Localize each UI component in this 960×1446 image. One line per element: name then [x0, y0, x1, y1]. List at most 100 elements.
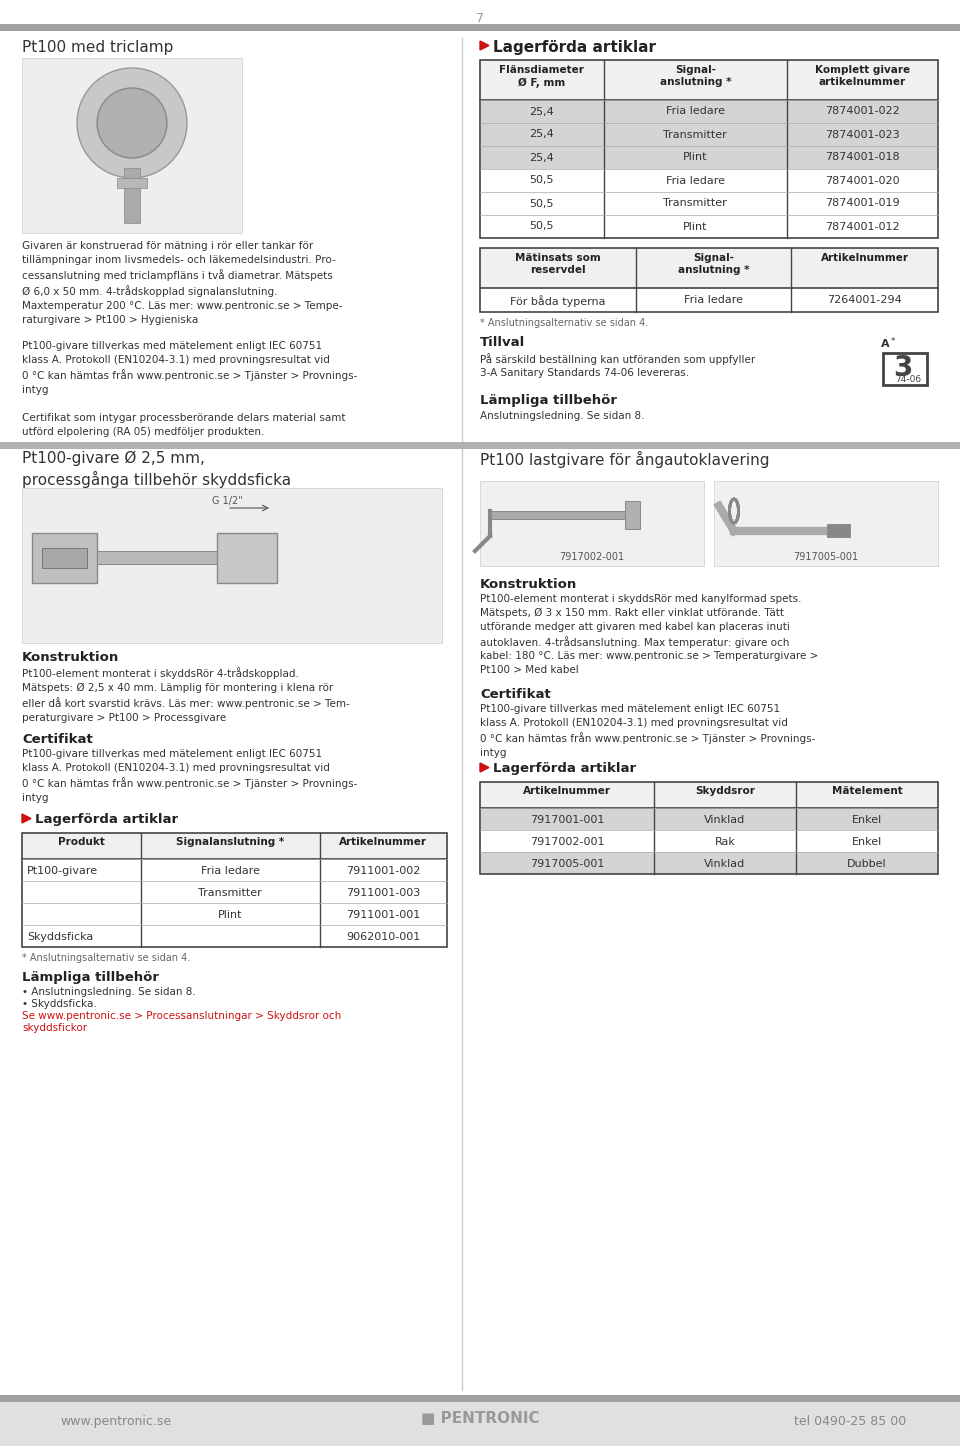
Text: Tillval: Tillval — [480, 335, 525, 348]
Text: Plint: Plint — [683, 221, 708, 231]
Text: Fria ledare: Fria ledare — [201, 866, 260, 876]
Bar — [480, 249, 938, 312]
Bar — [117, 178, 147, 188]
Text: Pt100-givare Ø 2,5 mm,
processgånga tillbehör skyddsficka: Pt100-givare Ø 2,5 mm, processgånga till… — [22, 451, 291, 487]
Text: Artikelnummer: Artikelnummer — [339, 837, 427, 847]
Bar — [22, 487, 442, 643]
Text: Mätelement: Mätelement — [831, 787, 902, 795]
Text: Pt100-givare tillverkas med mätelement enligt IEC 60751
klass A. Protokoll (EN10: Pt100-givare tillverkas med mätelement e… — [22, 749, 357, 803]
Text: 7874001-022: 7874001-022 — [825, 107, 900, 117]
Bar — [481, 808, 937, 830]
Bar — [97, 551, 227, 564]
Text: 50,5: 50,5 — [530, 221, 554, 231]
Bar — [42, 548, 87, 568]
Text: Signal-
anslutning *: Signal- anslutning * — [660, 65, 731, 87]
Text: Lagerförda artiklar: Lagerförda artiklar — [493, 762, 636, 775]
Text: Transmitter: Transmitter — [663, 198, 727, 208]
Text: Komplett givare
artikelnummer: Komplett givare artikelnummer — [815, 65, 910, 87]
Text: G 1/2": G 1/2" — [212, 496, 243, 506]
Bar — [32, 534, 97, 583]
Text: Pt100 med triclamp: Pt100 med triclamp — [22, 40, 174, 55]
Text: Transmitter: Transmitter — [663, 130, 727, 139]
Text: www.pentronic.se: www.pentronic.se — [60, 1416, 171, 1429]
Text: Transmitter: Transmitter — [199, 888, 262, 898]
Text: 25,4: 25,4 — [530, 107, 554, 117]
Circle shape — [97, 88, 167, 158]
Text: Vinklad: Vinklad — [705, 816, 746, 826]
Bar — [0, 1403, 960, 1446]
Bar — [217, 534, 277, 583]
Text: 7874001-018: 7874001-018 — [825, 152, 900, 162]
Bar — [481, 123, 937, 146]
Text: Plint: Plint — [218, 910, 243, 920]
Text: Pt100 lastgivare för ångautoklavering: Pt100 lastgivare för ångautoklavering — [480, 451, 770, 469]
Text: 9062010-001: 9062010-001 — [347, 933, 420, 941]
Bar — [400, 1407, 560, 1437]
Text: • Skyddsficka.: • Skyddsficka. — [22, 999, 97, 1009]
Text: På särskild beställning kan utföranden som uppfyller
3-A Sanitary Standards 74-0: På särskild beställning kan utföranden s… — [480, 353, 756, 377]
Text: Pt100-element monterat i skyddsRör med kanylformad spets.
Mätspets, Ø 3 x 150 mm: Pt100-element monterat i skyddsRör med k… — [480, 594, 818, 675]
Text: Enkel: Enkel — [852, 816, 882, 826]
Bar — [481, 146, 937, 169]
Text: 7874001-023: 7874001-023 — [825, 130, 900, 139]
Text: Artikelnummer: Artikelnummer — [821, 253, 909, 263]
Text: * Anslutningsalternativ se sidan 4.: * Anslutningsalternativ se sidan 4. — [22, 953, 190, 963]
Text: 7911001-003: 7911001-003 — [347, 888, 420, 898]
Text: 7874001-020: 7874001-020 — [825, 175, 900, 185]
Text: Certifikat: Certifikat — [22, 733, 93, 746]
Text: Lämpliga tillbehör: Lämpliga tillbehör — [22, 972, 159, 983]
Bar — [480, 59, 938, 239]
Bar — [883, 353, 927, 385]
Text: För båda typerna: För båda typerna — [510, 295, 606, 307]
Polygon shape — [22, 814, 31, 823]
Bar — [22, 833, 447, 859]
Text: Lämpliga tillbehör: Lämpliga tillbehör — [480, 393, 617, 406]
Text: 7917001-001: 7917001-001 — [530, 816, 604, 826]
Text: Produkt: Produkt — [58, 837, 105, 847]
Text: 7917005-001: 7917005-001 — [530, 859, 604, 869]
Text: Certifikat som intygar processberörande delars material samt
utförd elpolering (: Certifikat som intygar processberörande … — [22, 414, 346, 437]
Text: 3: 3 — [893, 354, 912, 382]
Text: 7917005-001: 7917005-001 — [793, 552, 858, 562]
Text: 7874001-012: 7874001-012 — [825, 221, 900, 231]
Bar — [625, 500, 640, 529]
Text: Pt100-element monterat i skyddsRör 4-trådskopplad.
Mätspets: Ø 2,5 x 40 mm. Lämp: Pt100-element monterat i skyddsRör 4-trå… — [22, 667, 349, 723]
Text: ■ PENTRONIC: ■ PENTRONIC — [420, 1411, 540, 1426]
Text: A: A — [881, 338, 890, 348]
Text: Vinklad: Vinklad — [705, 859, 746, 869]
Text: 7917002-001: 7917002-001 — [560, 552, 625, 562]
Text: 7: 7 — [476, 12, 484, 25]
Bar — [481, 852, 937, 873]
Bar — [0, 1395, 960, 1403]
Text: Lagerförda artiklar: Lagerförda artiklar — [493, 40, 656, 55]
Text: Pt100-givare: Pt100-givare — [27, 866, 98, 876]
Text: 74-06: 74-06 — [895, 375, 921, 385]
Text: Se www.pentronic.se > Processanslutningar > Skyddsror och: Se www.pentronic.se > Processanslutninga… — [22, 1011, 341, 1021]
Text: 25,4: 25,4 — [530, 130, 554, 139]
Text: 25,4: 25,4 — [530, 152, 554, 162]
Bar — [480, 59, 938, 100]
Text: Plint: Plint — [683, 152, 708, 162]
Text: 7874001-019: 7874001-019 — [825, 198, 900, 208]
Text: Skyddsficka: Skyddsficka — [27, 933, 93, 941]
Text: Pt100-givare tillverkas med mätelement enligt IEC 60751
klass A. Protokoll (EN10: Pt100-givare tillverkas med mätelement e… — [22, 341, 357, 395]
Circle shape — [77, 68, 187, 178]
Polygon shape — [480, 40, 489, 51]
Text: Skyddsror: Skyddsror — [695, 787, 755, 795]
Bar — [0, 25, 960, 30]
Text: Enkel: Enkel — [852, 837, 882, 847]
Text: Fria ledare: Fria ledare — [684, 295, 743, 305]
Text: • Anslutningsledning. Se sidan 8.: • Anslutningsledning. Se sidan 8. — [22, 988, 196, 996]
Bar — [22, 58, 242, 233]
Text: Artikelnummer: Artikelnummer — [523, 787, 611, 795]
Text: Anslutningsledning. Se sidan 8.: Anslutningsledning. Se sidan 8. — [480, 411, 644, 421]
Text: Givaren är konstruerad för mätning i rör eller tankar för
tillämpningar inom liv: Givaren är konstruerad för mätning i rör… — [22, 241, 343, 324]
Bar — [480, 782, 938, 808]
Text: * Anslutningsalternativ se sidan 4.: * Anslutningsalternativ se sidan 4. — [480, 318, 648, 328]
Text: 7264001-294: 7264001-294 — [828, 295, 902, 305]
Text: skyddsfickor: skyddsfickor — [22, 1022, 87, 1032]
Text: Certifikat: Certifikat — [480, 688, 551, 701]
Text: Pt100-givare tillverkas med mätelement enligt IEC 60751
klass A. Protokoll (EN10: Pt100-givare tillverkas med mätelement e… — [480, 704, 815, 758]
Bar — [124, 168, 140, 223]
Text: tel 0490-25 85 00: tel 0490-25 85 00 — [794, 1416, 906, 1429]
